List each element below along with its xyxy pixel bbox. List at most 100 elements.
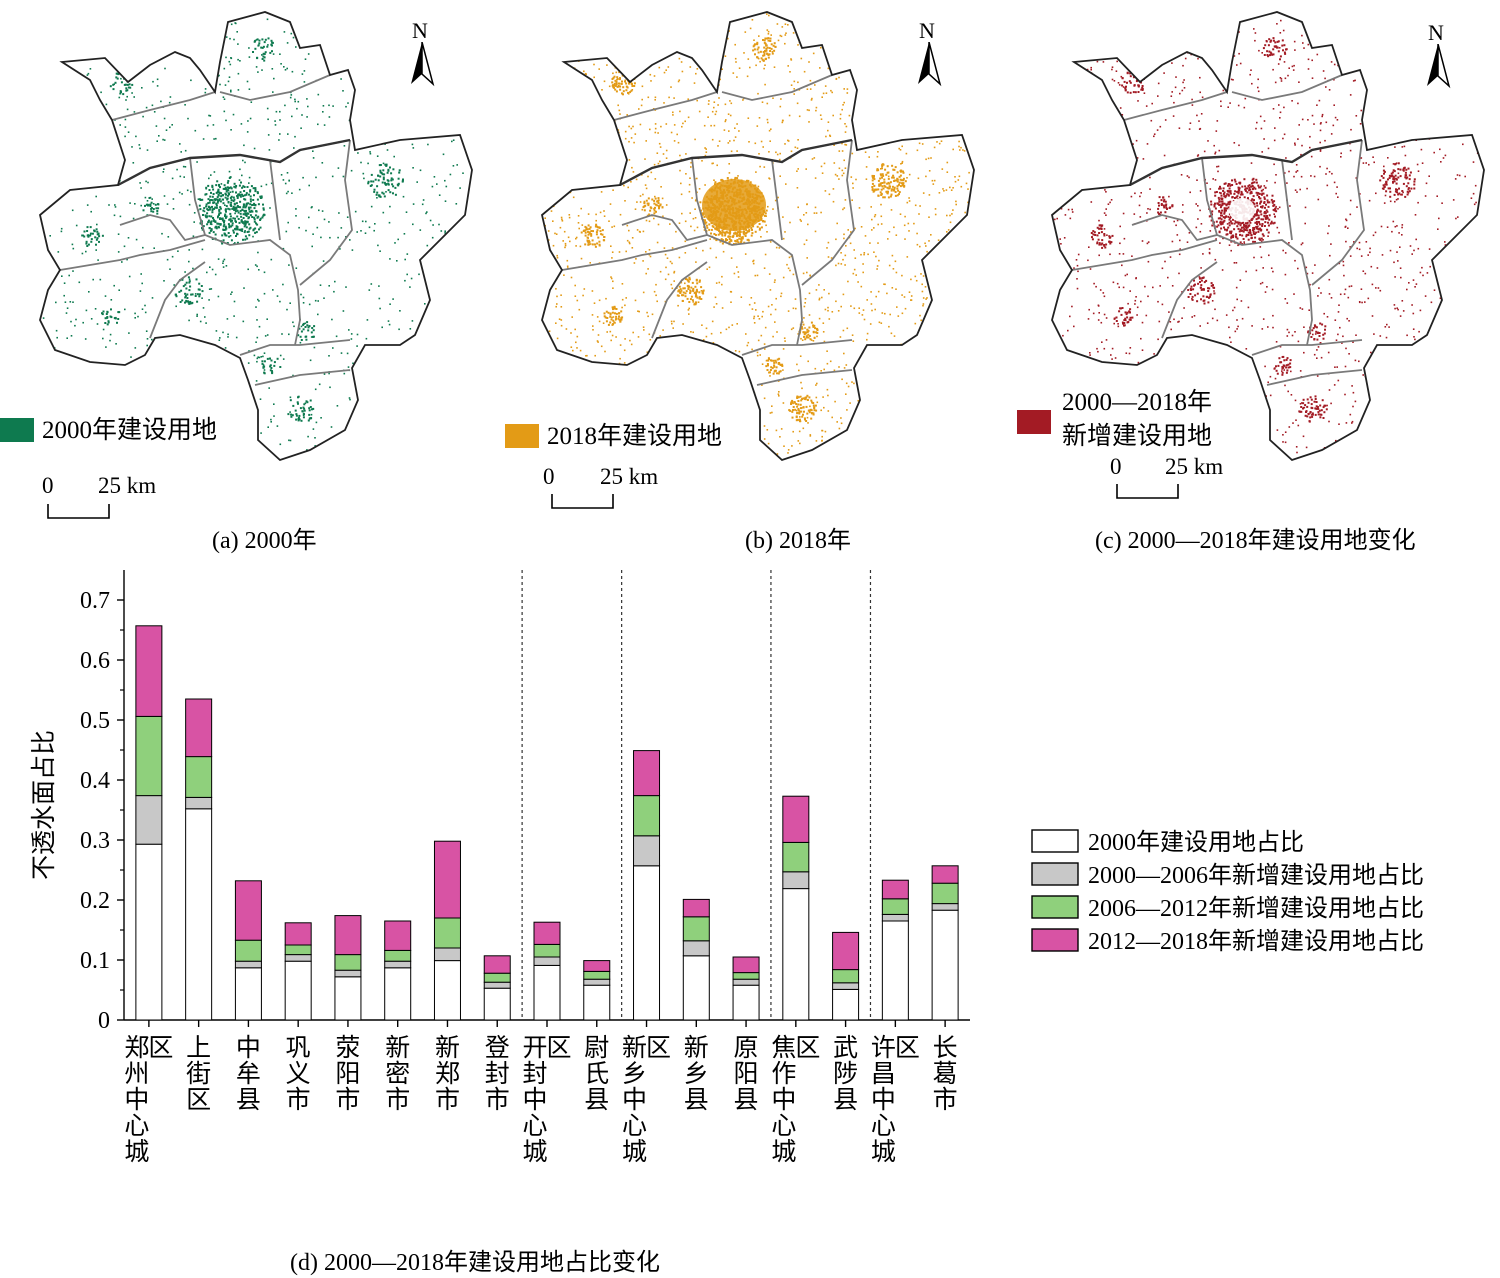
x-tick-label-char: 荥 [335, 1034, 360, 1062]
x-tick-label-char: 开 [522, 1035, 547, 1062]
x-tick-label-char: 中 [622, 1086, 647, 1114]
y-tick-label: 0.6 [80, 648, 110, 674]
legend-label-change-line2: 新增建设用地 [1062, 423, 1213, 450]
x-tick-label-char: 县 [236, 1087, 261, 1114]
legend-label: 2000年建设用地占比 [1088, 829, 1304, 856]
bar-segment-s3 [732, 956, 760, 974]
bar-segment-s0 [832, 988, 860, 1021]
bar-segment-s0 [284, 960, 312, 1021]
x-tick-label-char: 许 [871, 1034, 896, 1062]
bar-segment-s1 [682, 940, 710, 957]
x-tick-label-char: 陟 [833, 1060, 858, 1088]
x-tick-label-char: 新 [622, 1034, 647, 1062]
x-tick-label-char: 新 [385, 1034, 410, 1062]
y-tick-label: 0.2 [80, 888, 110, 914]
bar-segment-s1 [633, 835, 661, 867]
x-tick-label-char: 城 [522, 1139, 547, 1166]
legend-swatch [1031, 862, 1079, 886]
bar-segment-s3 [284, 922, 312, 946]
bar-segment-s1 [135, 795, 163, 845]
bar-segment-s2 [931, 882, 959, 905]
x-tick-label-char: 中 [522, 1086, 547, 1114]
x-tick-label-char: 焦 [771, 1034, 796, 1062]
north-arrow-icon [411, 42, 435, 87]
bar-segment-s0 [483, 987, 511, 1021]
x-tick-label-char: 新 [684, 1034, 709, 1062]
bar-segment-s2 [185, 756, 213, 798]
bar-segment-s0 [881, 920, 909, 1021]
x-tick-label-char: 乡 [684, 1061, 709, 1088]
x-tick-label-char: 葛 [933, 1060, 958, 1088]
x-tick-label-char: 心 [871, 1113, 896, 1140]
x-tick-label-char: 氏 [584, 1060, 609, 1088]
bar-segment-s2 [384, 949, 412, 962]
bar-segment-s3 [234, 880, 262, 941]
x-tick-label-char: 市 [933, 1086, 958, 1114]
y-tick-label: 0.3 [80, 828, 110, 854]
bar-segment-s3 [583, 960, 611, 972]
x-tick-label-char: 区 [646, 1035, 671, 1062]
x-tick-label-char: 长 [933, 1034, 958, 1062]
x-tick-label-char: 中 [236, 1034, 261, 1062]
x-tick-label-char: 原 [734, 1035, 759, 1062]
region-outline [38, 11, 473, 462]
y-tick-label: 0.7 [80, 588, 110, 614]
x-tick-label-char: 中 [871, 1086, 896, 1114]
bar-segment-s3 [334, 915, 362, 956]
legend-label-2000: 2000年建设用地 [42, 417, 218, 444]
bar-segment-s2 [284, 944, 312, 956]
x-tick-label-char: 区 [546, 1035, 571, 1062]
bar-segment-s1 [483, 981, 511, 989]
scale-bar [551, 494, 614, 509]
y-tick-label: 0.4 [80, 768, 110, 794]
bar-segment-s1 [185, 796, 213, 810]
chart-caption: (d) 2000—2018年建设用地占比变化 [290, 1250, 660, 1276]
maps-panel [38, 11, 1485, 462]
x-tick-label-char: 心 [622, 1113, 647, 1140]
bar-segment-s0 [135, 843, 163, 1021]
bar-segment-s3 [832, 931, 860, 971]
caption-c: (c) 2000—2018年建设用地变化 [1095, 528, 1416, 554]
legend-label: 2000—2006年新增建设用地占比 [1088, 862, 1424, 889]
bar-segment-s3 [782, 795, 810, 843]
legend-swatch [1031, 829, 1079, 853]
legend-label: 2006—2012年新增建设用地占比 [1088, 895, 1424, 922]
bar-segment-s0 [533, 964, 561, 1021]
x-tick-label-char: 区 [895, 1035, 920, 1062]
bar-segment-s1 [234, 960, 262, 969]
x-tick-label-char: 阳 [335, 1061, 360, 1088]
scale-label: 25 km [1165, 454, 1224, 479]
x-tick-label-char: 武 [833, 1034, 858, 1062]
x-tick-label-char: 密 [385, 1060, 410, 1088]
x-tick-label-char: 市 [385, 1086, 410, 1114]
bar-segment-s3 [135, 625, 163, 717]
north-label: N [1428, 20, 1444, 45]
x-tick-label-char: 县 [584, 1087, 609, 1114]
bar-segment-s2 [483, 972, 511, 983]
x-tick-label-char: 乡 [622, 1061, 647, 1088]
bar-segment-s1 [881, 913, 909, 922]
x-tick-label-char: 心 [771, 1113, 796, 1140]
bar-segment-s1 [583, 978, 611, 986]
bar-segment-s2 [682, 916, 710, 942]
bar-segment-s3 [384, 920, 412, 951]
scale-bar [47, 504, 110, 519]
bar-segment-s1 [334, 969, 362, 978]
x-tick-label-char: 新 [435, 1034, 460, 1062]
bar-segment-s1 [433, 947, 461, 962]
bar-segment-s1 [533, 956, 561, 966]
x-tick-label-char: 区 [795, 1035, 820, 1062]
x-tick-label-char: 尉 [584, 1034, 609, 1062]
chart-bars [135, 625, 959, 1021]
bar-segment-s2 [334, 954, 362, 971]
x-tick-label-char: 牟 [236, 1060, 261, 1088]
y-axis-label: 不透水面占比 [30, 730, 58, 880]
scale-zero: 0 [42, 473, 54, 498]
chart-legend: 2000年建设用地占比 2000—2006年新增建设用地占比 2006—2012年新… [1031, 829, 1424, 955]
bar-segment-s1 [384, 960, 412, 969]
map-2018 [540, 11, 975, 462]
legend-swatch [1031, 895, 1079, 919]
legend-swatch-2018 [505, 424, 539, 448]
